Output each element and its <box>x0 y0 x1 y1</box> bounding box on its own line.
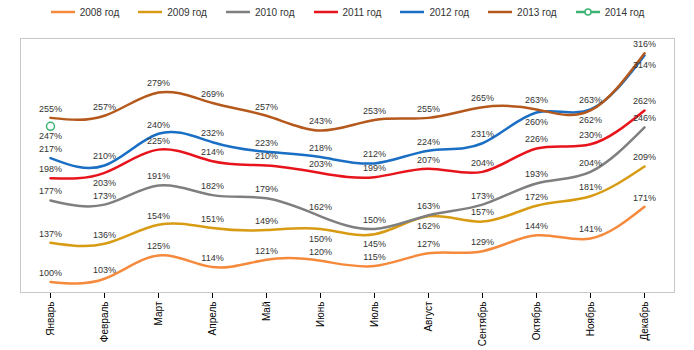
svg-text:114%: 114% <box>201 253 223 263</box>
svg-text:316%: 316% <box>633 39 656 49</box>
svg-text:129%: 129% <box>471 237 494 247</box>
svg-text:Июль: Июль <box>369 302 380 328</box>
svg-text:204%: 204% <box>579 158 602 168</box>
svg-text:103%: 103% <box>93 265 116 275</box>
svg-text:Апрель: Апрель <box>207 302 218 336</box>
html-text:2012 год: 2012 год <box>429 6 470 18</box>
svg-text:198%: 198% <box>39 164 62 174</box>
svg-text:243%: 243% <box>309 116 332 126</box>
svg-text:Февраль: Февраль <box>99 302 110 343</box>
svg-text:150%: 150% <box>363 215 386 225</box>
svg-text:314%: 314% <box>633 60 656 70</box>
svg-text:173%: 173% <box>93 191 116 201</box>
svg-text:262%: 262% <box>579 115 602 125</box>
svg-text:262%: 262% <box>633 96 656 106</box>
svg-text:150%: 150% <box>309 234 332 244</box>
svg-text:257%: 257% <box>255 102 278 112</box>
svg-text:Ноябрь: Ноябрь <box>585 302 596 337</box>
svg-text:115%: 115% <box>363 252 385 262</box>
svg-text:193%: 193% <box>525 169 548 179</box>
svg-text:Октябрь: Октябрь <box>531 302 542 341</box>
svg-text:210%: 210% <box>255 151 278 161</box>
svg-text:223%: 223% <box>255 138 278 148</box>
svg-text:204%: 204% <box>471 158 494 168</box>
svg-text:162%: 162% <box>309 202 332 212</box>
svg-text:226%: 226% <box>525 134 548 144</box>
html-text:2008 год: 2008 год <box>79 6 120 18</box>
svg-text:263%: 263% <box>525 95 548 105</box>
html-text:2014 год: 2014 год <box>604 6 645 18</box>
svg-text:137%: 137% <box>39 229 62 239</box>
svg-text:172%: 172% <box>525 192 548 202</box>
svg-text:162%: 162% <box>417 221 440 231</box>
svg-text:224%: 224% <box>417 137 440 147</box>
svg-text:141%: 141% <box>579 224 602 234</box>
svg-text:Май: Май <box>261 302 272 322</box>
svg-text:136%: 136% <box>93 230 116 240</box>
svg-text:207%: 207% <box>417 155 440 165</box>
svg-text:279%: 279% <box>147 78 170 88</box>
html-text:2009 год: 2009 год <box>167 6 207 18</box>
svg-text:240%: 240% <box>147 120 170 130</box>
svg-text:191%: 191% <box>147 171 170 181</box>
svg-text:Декабрь: Декабрь <box>639 302 650 341</box>
html-text:2013 год: 2013 год <box>517 6 557 18</box>
svg-text:145%: 145% <box>363 239 386 249</box>
svg-text:230%: 230% <box>579 130 602 140</box>
svg-text:260%: 260% <box>525 117 548 127</box>
svg-text:232%: 232% <box>201 128 224 138</box>
svg-text:125%: 125% <box>147 241 170 251</box>
svg-text:255%: 255% <box>39 104 62 114</box>
svg-text:120%: 120% <box>309 247 332 257</box>
svg-text:Январь: Январь <box>45 302 56 336</box>
svg-text:231%: 231% <box>471 129 494 139</box>
html-text:2011 год: 2011 год <box>342 6 382 18</box>
svg-text:257%: 257% <box>93 102 116 112</box>
svg-text:214%: 214% <box>201 147 224 157</box>
svg-text:203%: 203% <box>309 159 332 169</box>
svg-text:Март: Март <box>153 301 164 325</box>
svg-text:163%: 163% <box>417 201 440 211</box>
html-text:2010 год: 2010 год <box>254 6 295 18</box>
svg-text:246%: 246% <box>633 113 656 123</box>
svg-text:Июнь: Июнь <box>315 302 326 327</box>
svg-text:100%: 100% <box>39 268 62 278</box>
svg-text:179%: 179% <box>255 184 278 194</box>
svg-text:149%: 149% <box>255 216 278 226</box>
svg-text:121%: 121% <box>255 246 278 256</box>
svg-text:218%: 218% <box>309 143 332 153</box>
svg-text:Август: Август <box>423 301 434 332</box>
svg-text:255%: 255% <box>417 104 440 114</box>
svg-text:203%: 203% <box>93 178 116 188</box>
svg-text:154%: 154% <box>147 211 170 221</box>
svg-text:144%: 144% <box>525 221 548 231</box>
svg-text:247%: 247% <box>39 131 62 141</box>
svg-text:210%: 210% <box>93 151 116 161</box>
svg-text:181%: 181% <box>579 182 602 192</box>
svg-text:199%: 199% <box>363 163 386 173</box>
svg-text:151%: 151% <box>201 214 224 224</box>
svg-text:182%: 182% <box>201 181 224 191</box>
svg-text:209%: 209% <box>633 152 656 162</box>
svg-text:263%: 263% <box>579 95 602 105</box>
svg-text:171%: 171% <box>633 193 656 203</box>
svg-text:Сентябрь: Сентябрь <box>477 302 488 347</box>
svg-text:269%: 269% <box>201 89 224 99</box>
svg-text:173%: 173% <box>471 191 494 201</box>
svg-text:177%: 177% <box>39 186 62 196</box>
svg-text:127%: 127% <box>417 239 440 249</box>
svg-text:253%: 253% <box>363 106 386 116</box>
svg-text:157%: 157% <box>471 207 494 217</box>
svg-text:225%: 225% <box>147 136 170 146</box>
svg-text:212%: 212% <box>363 149 386 159</box>
svg-text:217%: 217% <box>39 144 62 154</box>
svg-text:265%: 265% <box>471 93 494 103</box>
